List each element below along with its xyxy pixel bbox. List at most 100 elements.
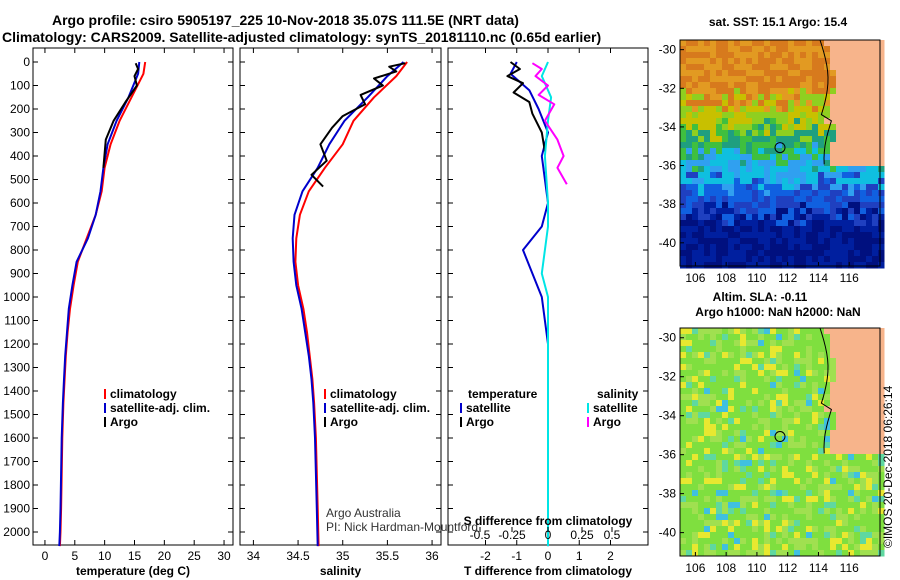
ytick-label: 1500	[3, 408, 30, 422]
ytick-label: 700	[10, 220, 30, 234]
series-line-difference	[531, 62, 568, 185]
panel-frame-salinity	[239, 47, 442, 546]
map-title: Altim. SLA: -0.11	[713, 290, 808, 304]
map-frame	[679, 327, 881, 557]
map-ytick-label: -38	[659, 487, 677, 501]
series-line-difference	[506, 61, 546, 152]
map-xtick-label: 110	[747, 561, 766, 575]
xtick-label: 30	[217, 549, 231, 563]
legend-label: temperature	[468, 387, 538, 401]
ytick-label: 400	[10, 149, 30, 163]
legend-label: satellite	[593, 401, 638, 415]
map-frame	[679, 39, 881, 267]
ytick-label: 800	[10, 243, 30, 257]
ytick-label: 2000	[3, 525, 30, 539]
map-sst-map	[680, 39, 885, 269]
map-ytick-label: -34	[659, 120, 677, 134]
ytick-label: 600	[10, 196, 30, 210]
map-xtick-label: 112	[778, 561, 797, 575]
ytick-label: 900	[10, 267, 30, 281]
series-line-salinity	[294, 61, 408, 547]
map-xtick-label: 114	[809, 271, 828, 285]
stick-label: -0.25	[498, 528, 526, 542]
figure-title-line2: Climatology: CARS2009. Satellite-adjuste…	[2, 29, 602, 45]
xtick-label: 10	[98, 549, 112, 563]
ytick-label: 1400	[3, 384, 30, 398]
map-xtick-label: 106	[685, 271, 705, 285]
x-axis-label: T difference from climatology	[464, 564, 632, 578]
ytick-label: 500	[10, 173, 30, 187]
argo-location-marker	[774, 142, 786, 154]
xtick-label: 5	[71, 549, 78, 563]
xtick-label: 1	[576, 549, 583, 563]
xtick-label: 20	[158, 549, 172, 563]
ytick-label: 1000	[3, 290, 30, 304]
map-xtick-label: 116	[840, 271, 859, 285]
xtick-label: -2	[480, 549, 491, 563]
map-xtick-label: 110	[747, 271, 766, 285]
annotation-line2: PI: Nick Hardman-Mountford	[326, 520, 478, 534]
series-line-difference	[540, 61, 553, 547]
ytick-label: 1600	[3, 431, 30, 445]
series-line-temperature	[102, 62, 140, 168]
map-ytick-label: -40	[659, 526, 677, 540]
imos-stamp: ©IMOS 20-Dec-2018 06:26:14	[881, 385, 895, 548]
map-xtick-label: 106	[685, 561, 705, 575]
panel-frame-temperature	[32, 47, 234, 546]
legend-label: Argo	[110, 415, 138, 429]
map-xtick-label: 112	[778, 271, 797, 285]
series-line-salinity	[310, 62, 406, 188]
map-sla-map	[680, 327, 885, 557]
xtick-label: 25	[188, 549, 202, 563]
ytick-label: 1300	[3, 361, 30, 375]
ytick-label: 1700	[3, 455, 30, 469]
map-ytick-label: -30	[659, 43, 677, 57]
legend-label: salinity	[597, 387, 639, 401]
ytick-label: 0	[23, 55, 30, 69]
map-ytick-label: -36	[659, 448, 677, 462]
legend-label: Argo	[466, 415, 494, 429]
stick-label: 0.25	[570, 528, 594, 542]
map-ytick-label: -34	[659, 409, 677, 423]
legend-label: satellite-adj. clim.	[330, 401, 430, 415]
xtick-label: 34	[247, 549, 261, 563]
legend-label: satellite	[466, 401, 511, 415]
ytick-label: 1900	[3, 502, 30, 516]
legend-label: climatology	[330, 387, 397, 401]
ytick-label: 100	[10, 79, 30, 93]
xtick-label: 0	[545, 549, 552, 563]
figure-title-line1: Argo profile: csiro 5905197_225 10-Nov-2…	[52, 12, 519, 28]
ytick-label: 1200	[3, 337, 30, 351]
argo-location-marker	[774, 431, 786, 443]
stick-label: 0	[545, 528, 552, 542]
map-xtick-label: 108	[716, 271, 736, 285]
legend-label: Argo	[330, 415, 358, 429]
map-subtitle: Argo h1000: NaN h2000: NaN	[695, 305, 860, 319]
map-ytick-label: -32	[659, 81, 677, 95]
map-ytick-label: -36	[659, 159, 677, 173]
map-title: sat. SST: 15.1 Argo: 15.4	[709, 15, 848, 29]
xtick-label: 35	[336, 549, 350, 563]
map-ytick-label: -32	[659, 370, 677, 384]
x-axis-label: temperature (deg C)	[76, 564, 190, 578]
series-line-salinity	[291, 61, 405, 547]
xtick-label: 34.5	[286, 549, 310, 563]
map-xtick-label: 114	[809, 561, 828, 575]
coastline	[819, 39, 832, 165]
series-line-temperature	[58, 61, 147, 547]
map-xtick-label: 108	[716, 561, 736, 575]
x-axis-label: salinity	[320, 564, 362, 578]
ytick-label: 200	[10, 102, 30, 116]
xtick-label: 0	[42, 549, 49, 563]
legend-label: satellite-adj. clim.	[110, 401, 210, 415]
xtick-label: 35.5	[376, 549, 400, 563]
legend-label: Argo	[593, 415, 621, 429]
series-line-temperature	[58, 61, 141, 547]
map-ytick-label: -30	[659, 331, 677, 345]
stick-label: 0.5	[604, 528, 621, 542]
xtick-label: 2	[607, 549, 614, 563]
map-ytick-label: -40	[659, 236, 677, 250]
map-ytick-label: -38	[659, 197, 677, 211]
x-axis-label-secondary: S difference from climatology	[464, 514, 633, 528]
